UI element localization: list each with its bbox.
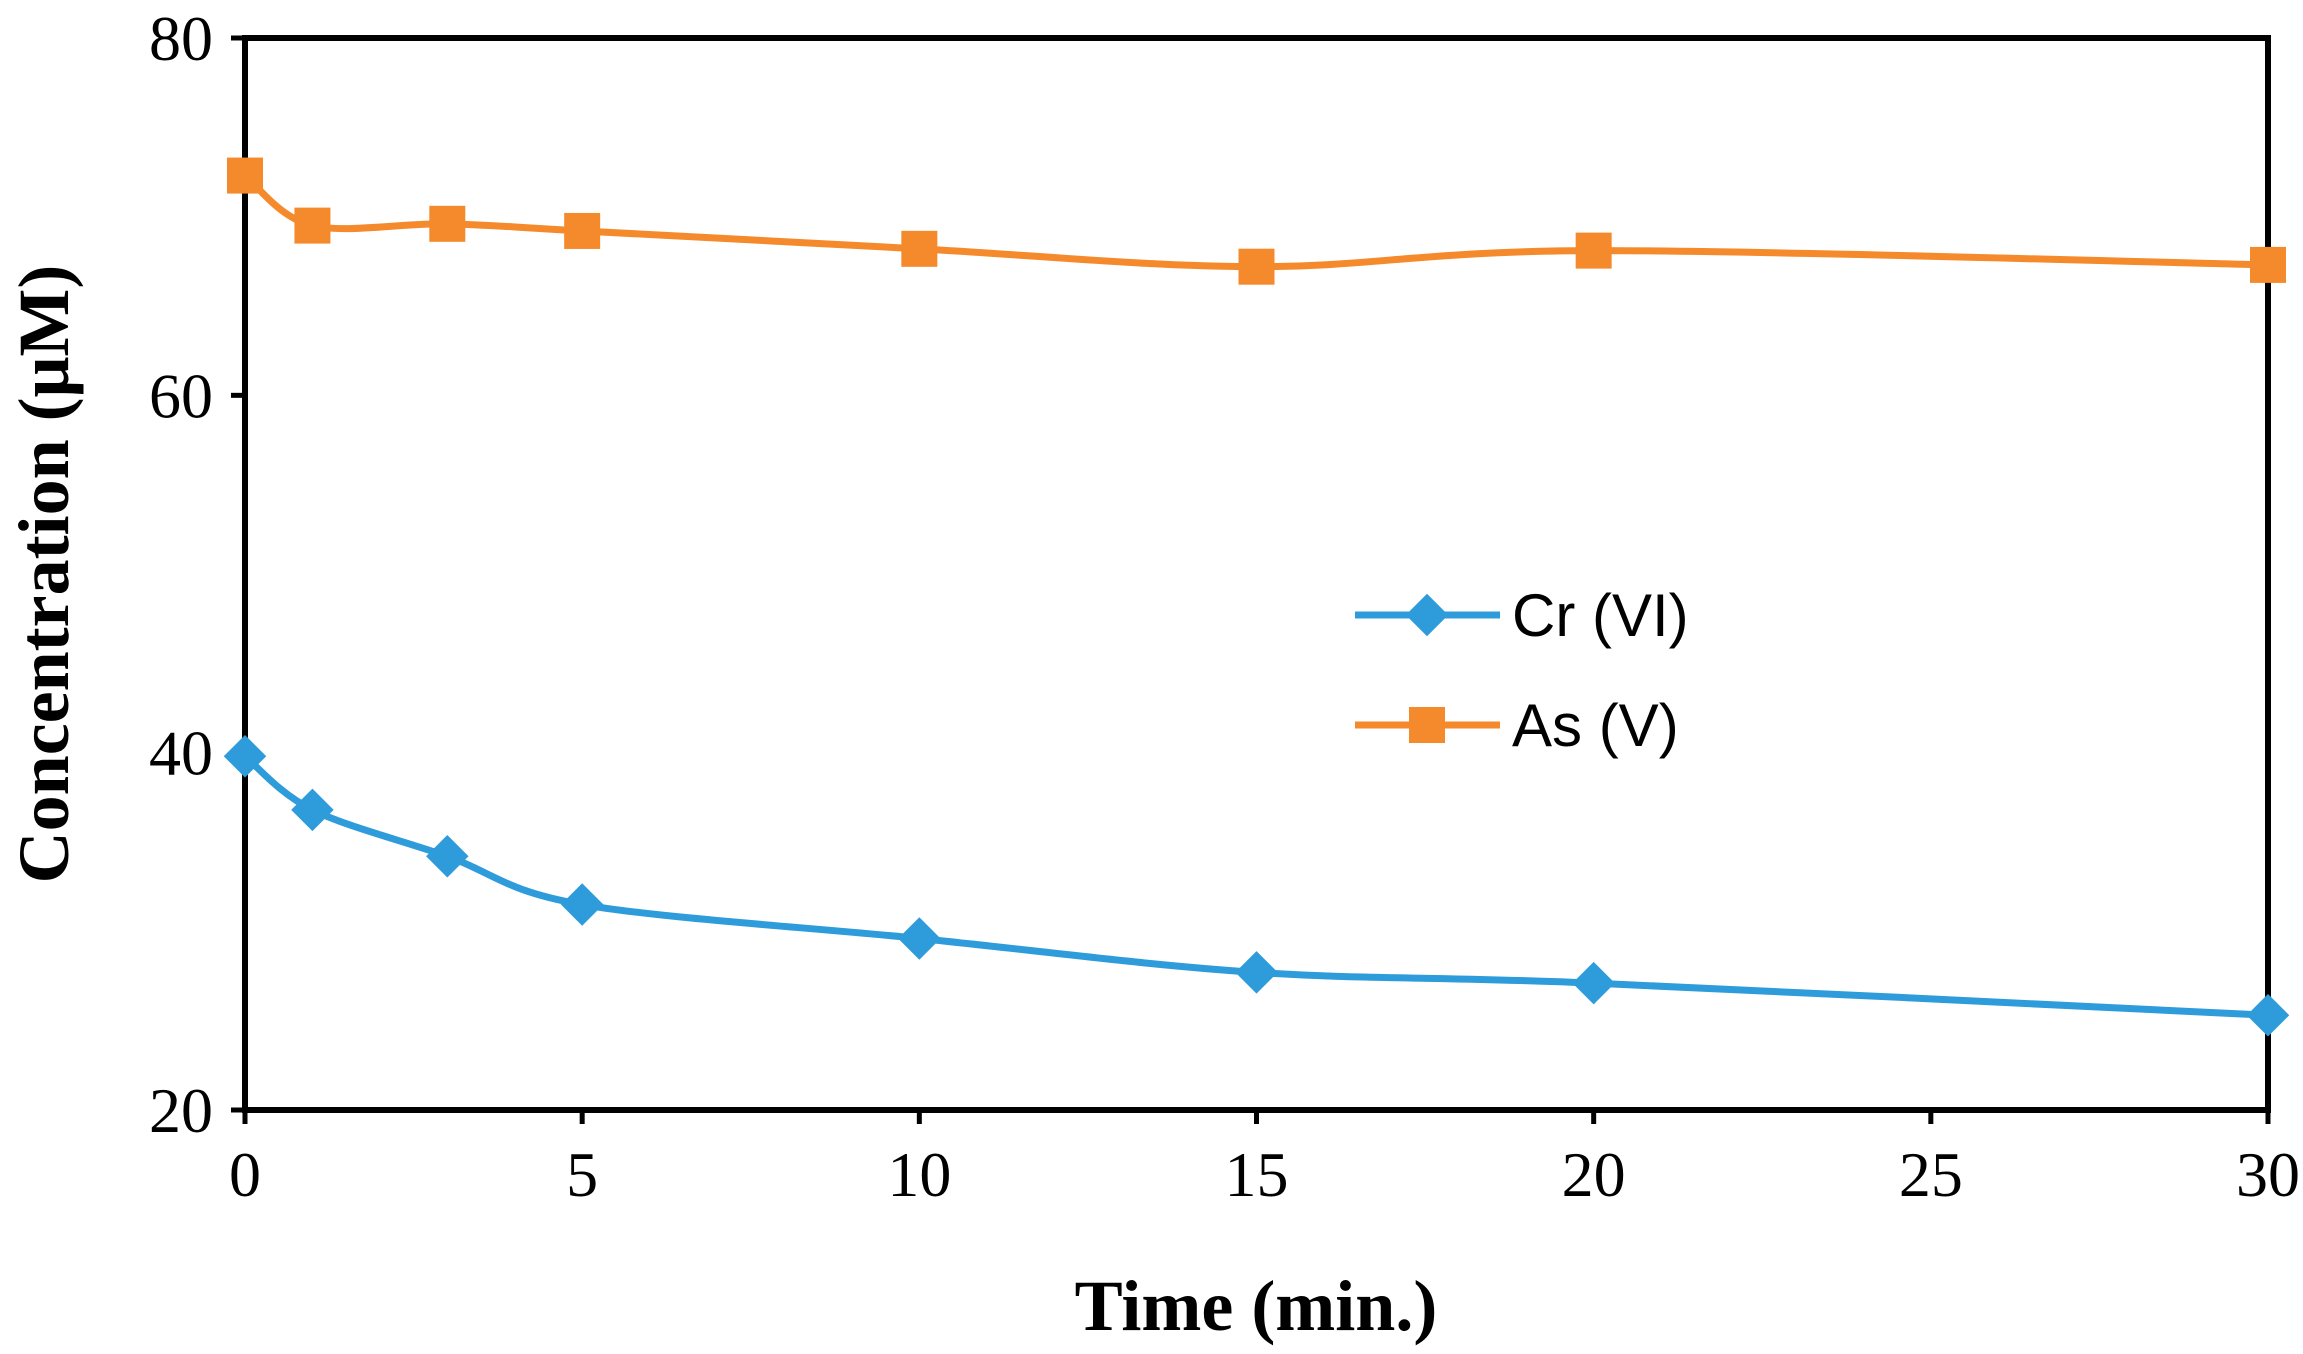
- x-tick-label: 0: [229, 1139, 261, 1210]
- data-point-cr: [2246, 994, 2290, 1037]
- data-point-as: [227, 157, 263, 194]
- y-axis-title: Concentration (μM): [4, 265, 84, 884]
- x-tick-label: 20: [1562, 1139, 1626, 1210]
- data-point-cr: [1572, 961, 1615, 1005]
- y-tick-label: 20: [149, 1075, 213, 1146]
- legend-label: As (V): [1512, 692, 1679, 759]
- series-line-cr: [242, 753, 2269, 1019]
- data-point-as: [564, 212, 601, 249]
- legend-item-cr: Cr (VI): [1355, 582, 1689, 649]
- x-tick-label: 15: [1225, 1139, 1289, 1210]
- data-point-as: [2250, 246, 2286, 283]
- legend-marker: [1409, 707, 1445, 743]
- legend-label: Cr (VI): [1512, 582, 1689, 649]
- data-point-cr: [223, 734, 267, 778]
- y-tick-label: 60: [149, 360, 213, 431]
- legend-item-as: As (V): [1355, 692, 1679, 759]
- legend-marker: [1405, 593, 1449, 637]
- series-line-as: [242, 172, 2269, 271]
- x-tick-label: 30: [2236, 1139, 2300, 1210]
- data-point-cr: [898, 917, 941, 960]
- data-point-cr: [1235, 951, 1278, 994]
- data-point-as: [1238, 248, 1275, 285]
- legend: Cr (VI) As (V): [1355, 582, 1689, 759]
- x-tick-label: 10: [887, 1139, 951, 1210]
- series-cr: [223, 734, 2290, 1037]
- x-axis: 0 5 10 15 20 25 30: [229, 1110, 2300, 1210]
- data-point-as: [429, 205, 466, 242]
- plot-frame: [242, 35, 2271, 1113]
- series-as: [227, 157, 2286, 285]
- data-point-cr: [426, 835, 469, 878]
- y-tick-label: 80: [149, 3, 213, 74]
- data-point-as: [294, 207, 331, 244]
- data-point-cr: [560, 883, 604, 926]
- x-tick-label: 25: [1899, 1139, 1963, 1210]
- data-point-cr: [291, 788, 334, 832]
- series-layer: [223, 157, 2290, 1037]
- y-tick-label: 40: [149, 718, 213, 789]
- data-point-as: [901, 230, 938, 267]
- y-axis: 20 40 60 80: [149, 3, 245, 1146]
- data-point-as: [1575, 232, 1612, 269]
- x-axis-title: Time (min.): [1075, 1266, 1438, 1346]
- x-tick-label: 5: [566, 1139, 598, 1210]
